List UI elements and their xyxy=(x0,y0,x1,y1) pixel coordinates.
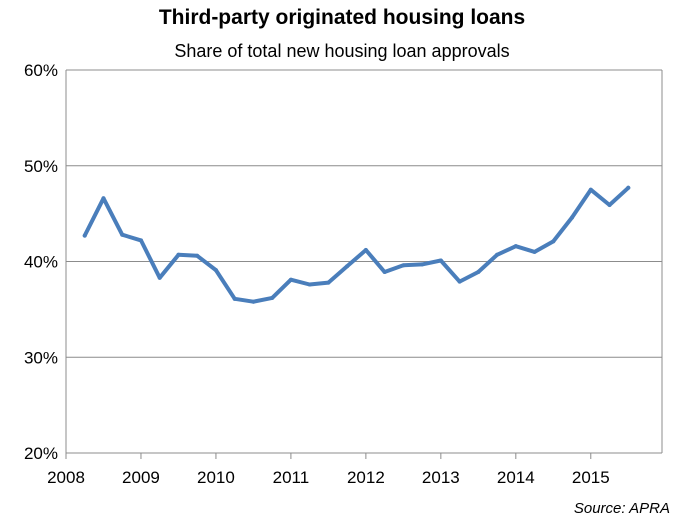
data-point xyxy=(138,238,143,243)
data-point xyxy=(420,262,425,267)
data-point xyxy=(176,252,181,257)
data-point xyxy=(551,239,556,244)
y-tick-labels: 20% 30% 40% 50% 60% xyxy=(24,61,58,463)
chart-subtitle: Share of total new housing loan approval… xyxy=(174,41,510,61)
x-tick-label: 2014 xyxy=(497,468,535,487)
data-point xyxy=(251,299,256,304)
data-point xyxy=(476,270,481,275)
data-point xyxy=(157,275,162,280)
data-point xyxy=(326,280,331,285)
chart-title: Third-party originated housing loans xyxy=(158,6,526,29)
gridlines xyxy=(66,69,662,358)
y-tick-label: 40% xyxy=(24,253,58,272)
series-layer xyxy=(82,185,631,304)
source-note: Source: APRA xyxy=(573,500,670,517)
x-tick-label: 2012 xyxy=(347,468,385,487)
y-tick-label: 50% xyxy=(24,157,58,176)
series-line xyxy=(82,185,631,304)
data-point xyxy=(588,187,593,192)
data-point xyxy=(120,232,125,237)
x-tick-label: 2011 xyxy=(273,468,310,487)
data-point xyxy=(101,196,106,201)
data-point xyxy=(307,282,312,287)
data-point xyxy=(626,185,631,190)
data-point xyxy=(82,233,87,238)
data-point xyxy=(401,263,406,268)
axes xyxy=(65,70,663,459)
data-point xyxy=(457,279,462,284)
data-point xyxy=(363,248,368,253)
data-point xyxy=(232,296,237,301)
data-point xyxy=(270,295,275,300)
data-point xyxy=(382,270,387,275)
x-tick-label: 2010 xyxy=(197,468,235,487)
data-point xyxy=(532,249,537,254)
x-tick-label: 2009 xyxy=(122,468,160,487)
data-point xyxy=(438,258,443,263)
y-tick-label: 20% xyxy=(24,444,58,463)
data-point xyxy=(607,203,612,208)
y-tick-label: 60% xyxy=(24,61,58,80)
data-point xyxy=(213,268,218,273)
data-point xyxy=(195,253,200,258)
data-point xyxy=(513,244,518,249)
x-tick-label: 2008 xyxy=(47,468,85,487)
x-tick-labels: 2008 2009 2010 2011 2012 2013 2014 2015 xyxy=(47,468,610,487)
y-tick-label: 30% xyxy=(24,348,58,367)
x-tick-label: 2015 xyxy=(572,468,610,487)
x-tick-label: 2013 xyxy=(422,468,460,487)
data-point xyxy=(495,252,500,257)
data-point xyxy=(570,215,575,220)
data-point xyxy=(345,264,350,269)
data-point xyxy=(288,277,293,282)
